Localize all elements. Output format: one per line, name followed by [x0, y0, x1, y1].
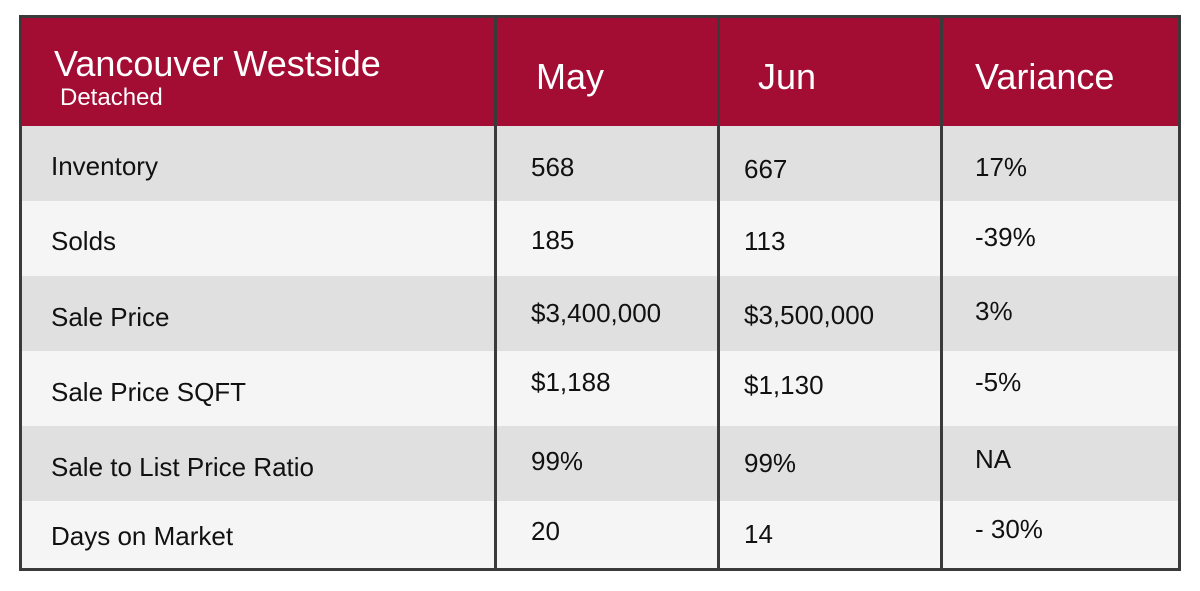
column-header-jun: Jun: [758, 56, 817, 97]
table-row: Inventory 568 667 17%: [22, 126, 1178, 201]
table-row: Sale to List Price Ratio 99% 99% NA: [22, 426, 1178, 501]
may-value: 99%: [531, 446, 584, 476]
variance-value: -5%: [975, 367, 1022, 397]
table-row: Sale Price SQFT $1,188 $1,130 -5%: [22, 351, 1178, 426]
column-divider: [494, 18, 497, 568]
may-value: $1,188: [531, 367, 611, 397]
column-header-variance: Variance: [975, 56, 1115, 97]
row-label: Inventory: [51, 151, 158, 181]
variance-value: 3%: [975, 296, 1013, 326]
jun-value: $3,500,000: [744, 300, 875, 330]
column-header-may: May: [536, 56, 605, 97]
table-header: Vancouver Westside Detached May Jun Vari…: [22, 18, 1178, 126]
jun-value: 113: [744, 226, 786, 256]
may-value: 185: [531, 225, 575, 255]
variance-value: -39%: [975, 222, 1036, 252]
column-divider: [717, 18, 720, 568]
row-label: Sale to List Price Ratio: [51, 452, 315, 482]
table-row: Days on Market 20 14 - 30%: [22, 501, 1178, 568]
market-stats-table: Vancouver Westside Detached May Jun Vari…: [19, 15, 1181, 571]
table-subtitle: Detached: [60, 84, 163, 111]
row-label: Days on Market: [51, 521, 234, 551]
row-label: Sale Price SQFT: [51, 377, 247, 407]
may-value: $3,400,000: [531, 298, 662, 328]
variance-value: NA: [975, 444, 1012, 474]
jun-value: 99%: [744, 448, 797, 478]
row-label: Solds: [51, 226, 117, 256]
variance-value: 17%: [975, 152, 1028, 182]
table-title: Vancouver Westside: [54, 43, 381, 84]
may-value: 20: [531, 516, 560, 546]
table-row: Sale Price $3,400,000 $3,500,000 3%: [22, 276, 1178, 351]
column-divider: [940, 18, 943, 568]
table-row: Solds 185 113 -39%: [22, 201, 1178, 276]
row-label: Sale Price: [51, 302, 170, 332]
jun-value: 14: [744, 519, 773, 549]
jun-value: $1,130: [744, 370, 824, 400]
variance-value: - 30%: [975, 514, 1043, 544]
jun-value: 667: [744, 154, 788, 184]
may-value: 568: [531, 152, 575, 182]
